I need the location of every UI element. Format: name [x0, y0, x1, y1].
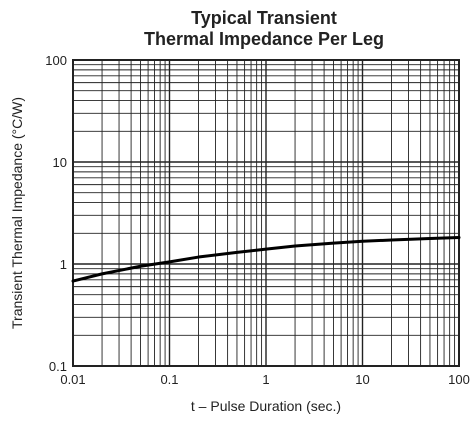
y-tick-label: 100: [45, 53, 67, 68]
plot-border: [72, 59, 460, 367]
y-tick-labels: 0.1 1 10 100: [45, 53, 67, 374]
x-tick-label: 1: [262, 372, 269, 387]
x-tick-label: 0.01: [60, 372, 85, 387]
series-layer: [71, 235, 461, 283]
x-tick-label: 100: [448, 372, 470, 387]
chart-title: Typical Transient: [191, 8, 337, 28]
x-tick-label: 0.1: [160, 372, 178, 387]
y-tick-label: 1: [60, 257, 67, 272]
x-tick-label: 10: [355, 372, 369, 387]
grid: [72, 60, 459, 367]
series-line: [71, 235, 461, 283]
y-tick-label: 0.1: [49, 359, 67, 374]
plot-frame: [72, 59, 460, 367]
x-axis-label: t – Pulse Duration (sec.): [191, 398, 341, 414]
chart-subtitle: Thermal Impedance Per Leg: [144, 29, 384, 49]
y-axis-label: Transient Thermal Impedance (°C/W): [9, 97, 25, 329]
y-tick-label: 10: [53, 155, 67, 170]
x-tick-labels: 0.01 0.1 1 10 100: [60, 372, 470, 387]
